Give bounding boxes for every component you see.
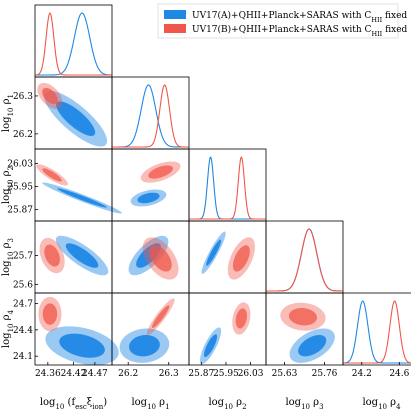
marginal-A-rho2 (189, 156, 266, 220)
x-tick-label: 24.2 (352, 369, 372, 379)
panel-rho4-vs-rho3 (265, 292, 344, 366)
contour-68-A (204, 334, 218, 358)
marginal-A-fesc (35, 12, 113, 76)
y-tick-label: 26.2 (13, 130, 33, 140)
contour-68-B (148, 165, 173, 179)
contour-68-B (42, 168, 62, 182)
x-tick-label: 26.03 (238, 369, 264, 379)
axis-label-rho1: log10 ρ1 (1, 94, 15, 132)
axis-label-rho2: log10 ρ2 (1, 166, 15, 204)
panel-fesc-vs-fesc (34, 4, 113, 78)
contour-68-B (42, 303, 58, 325)
panel-frame (342, 292, 411, 366)
y-tick-label: 25.87 (7, 205, 33, 215)
x-tick-label: 25.95 (213, 369, 239, 379)
contour-68-A (137, 192, 160, 204)
x-tick-label: 24.36 (35, 369, 61, 379)
x-tick-label: 25.76 (312, 369, 338, 379)
panel-rho3-vs-rho1 (111, 220, 190, 294)
panel-rho2-vs-fesc (34, 148, 122, 222)
marginal-B-rho3 (266, 228, 344, 292)
contour-68-A (65, 243, 99, 268)
panel-rho1-vs-rho1 (111, 76, 190, 150)
panel-rho2-vs-rho2 (188, 148, 267, 222)
marginal-B-rho1 (112, 84, 189, 148)
legend-swatch-A (164, 10, 186, 19)
x-tick-label: 24.6 (389, 369, 409, 379)
marginal-A-rho4 (342, 300, 411, 364)
panel-rho4-vs-rho1 (111, 292, 190, 366)
x-tick-label: 25.87 (188, 369, 214, 379)
contour-68-B (232, 245, 250, 272)
x-tick-label: 25.63 (272, 369, 298, 379)
contour-68-B (149, 245, 172, 272)
contour-68-A (206, 239, 222, 266)
contour-68-B (44, 244, 60, 267)
x-tick-label: 24.47 (82, 369, 108, 379)
contour-68-A (129, 335, 160, 357)
axis-label-rho4: log10 ρ4 (1, 309, 15, 348)
y-tick-label: 24.4 (13, 326, 33, 336)
legend: UV17(A)+QHII+Planck+SARAS with CHII fixe… (157, 3, 408, 39)
y-tick-label: 25.7 (13, 252, 33, 262)
axis-label-rho1: log10 ρ1 (131, 397, 169, 411)
contour-68-B (235, 308, 247, 329)
panel-frame (265, 220, 344, 294)
legend-label-A: UV17(A)+QHII+Planck+SARAS with CHII fixe… (192, 10, 407, 24)
contour-68-A (59, 333, 105, 358)
y-tick-label: 24.7 (13, 300, 33, 310)
panel-rho3-vs-rho2 (188, 220, 267, 294)
legend-box (157, 3, 399, 39)
axis-label-rho3: log10 ρ3 (1, 238, 15, 276)
legend-label-B: UV17(B)+QHII+Planck+SARAS with CHII fixe… (192, 24, 408, 38)
axis-label-rho3: log10 ρ3 (285, 397, 323, 411)
y-tick-label: 24.1 (13, 352, 33, 362)
axis-label-rho2: log10 ρ2 (208, 397, 246, 411)
panel-rho4-vs-rho4 (342, 292, 411, 366)
panel-frame (188, 292, 267, 366)
contour-68-A (56, 101, 96, 136)
marginal-B-rho4 (343, 300, 411, 364)
panel-rho3-vs-rho3 (265, 220, 344, 294)
legend-swatch-B (164, 24, 186, 33)
panel-frame (188, 220, 267, 294)
x-tick-label: 24.42 (61, 369, 87, 379)
panel-rho1-vs-fesc (34, 76, 113, 150)
marginal-B-fesc (34, 12, 112, 76)
contour-68-B (152, 305, 170, 329)
y-tick-label: 25.6 (13, 280, 33, 290)
y-tick-label: 26.03 (7, 159, 33, 169)
panel-rho3-vs-fesc (34, 220, 113, 294)
x-tick-label: 26.2 (118, 369, 138, 379)
panel-rho4-vs-rho2 (188, 292, 267, 366)
contour-68-A (57, 188, 107, 208)
contour-68-B (42, 87, 58, 104)
contour-68-A (298, 335, 327, 357)
panel-frame (188, 148, 267, 222)
y-tick-label: 26.3 (13, 92, 33, 102)
axis-label-rho4: log10 ρ4 (362, 397, 401, 411)
marginal-B-rho2 (189, 156, 266, 220)
contour-68-B (288, 308, 317, 326)
x-tick-label: 26.3 (159, 369, 179, 379)
panels-layer (34, 4, 411, 366)
y-tick-label: 25.95 (7, 182, 33, 192)
marginal-A-rho1 (112, 84, 189, 148)
panel-frame (111, 148, 190, 222)
panel-rho4-vs-fesc (34, 292, 119, 366)
panel-rho2-vs-rho1 (111, 148, 190, 222)
axis-label-fesc: log10 (fescξion) (40, 397, 107, 411)
